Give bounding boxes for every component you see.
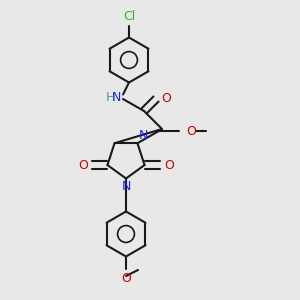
Text: N: N <box>121 180 131 193</box>
Text: O: O <box>121 272 131 284</box>
Text: O: O <box>161 92 171 106</box>
Text: H: H <box>106 91 116 104</box>
Text: N: N <box>138 129 148 142</box>
Text: O: O <box>164 158 174 172</box>
Text: N: N <box>112 91 122 104</box>
Text: O: O <box>78 158 88 172</box>
Text: O: O <box>187 125 196 138</box>
Text: Cl: Cl <box>123 10 135 22</box>
